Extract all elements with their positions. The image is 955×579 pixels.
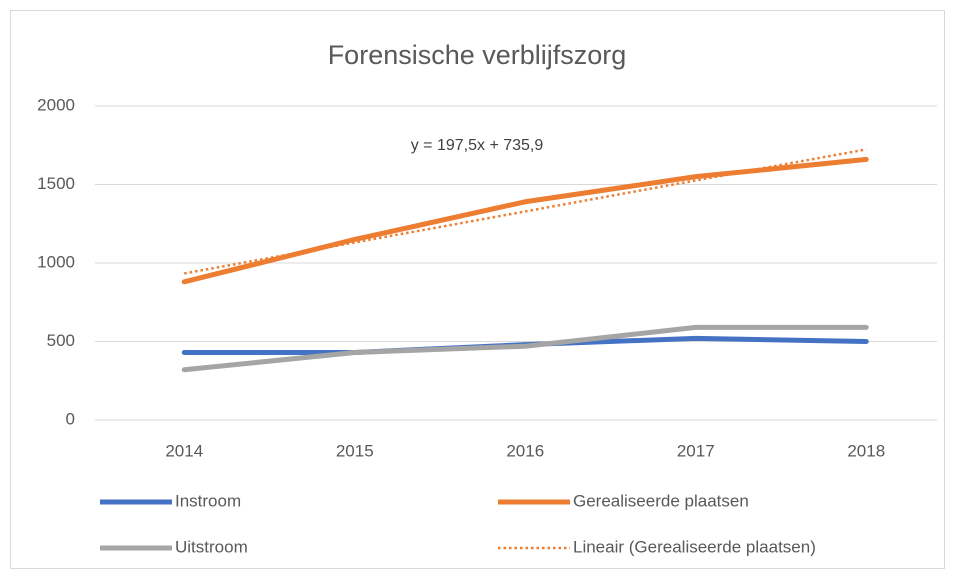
y-tick-label: 1000	[37, 252, 75, 271]
y-tick-label: 2000	[37, 95, 75, 114]
x-tick-label: 2014	[165, 441, 203, 460]
chart-title: Forensische verblijfszorg	[328, 40, 627, 70]
x-tick-label: 2015	[336, 441, 374, 460]
legend-label: Gerealiseerde plaatsen	[573, 491, 749, 510]
x-tick-label: 2018	[847, 441, 885, 460]
y-tick-label: 500	[47, 331, 75, 350]
legend-label: Uitstroom	[175, 537, 248, 556]
x-tick-label: 2017	[677, 441, 715, 460]
legend-label: Lineair (Gerealiseerde plaatsen)	[573, 537, 816, 556]
legend-label: Instroom	[175, 491, 241, 510]
trend-equation: y = 197,5x + 735,9	[411, 137, 544, 154]
trend-line	[184, 148, 867, 275]
y-tick-label: 0	[66, 409, 75, 428]
series-line	[181, 324, 869, 373]
chart-border	[10, 10, 945, 569]
x-tick-label: 2016	[506, 441, 544, 460]
y-tick-label: 1500	[37, 174, 75, 193]
